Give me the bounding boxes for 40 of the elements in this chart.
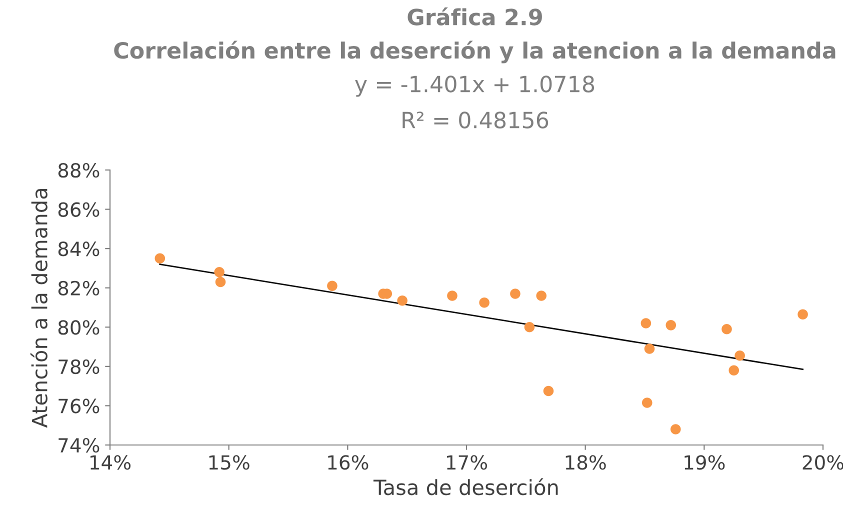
- point: [642, 398, 652, 408]
- x-tick-label: 18%: [566, 455, 606, 470]
- y-tick-label: 88%: [58, 162, 100, 178]
- point: [644, 344, 655, 354]
- point: [327, 280, 338, 292]
- point: [722, 324, 732, 334]
- point: [798, 309, 808, 320]
- point: [543, 386, 554, 396]
- x-tick-label: 14%: [90, 455, 131, 470]
- y-axis-title: Atención a la demanda: [30, 189, 48, 428]
- point: [154, 253, 166, 264]
- point: [510, 288, 520, 299]
- point: [214, 266, 224, 278]
- text: y = -1.401x + 1.0718: [355, 76, 594, 97]
- x-axis-title: Tasa de deserción: [373, 478, 558, 496]
- y-tick-label: 80%: [58, 320, 100, 335]
- point: [397, 295, 408, 306]
- y-tick-label: 74%: [58, 438, 100, 453]
- point: [479, 297, 490, 308]
- point: [447, 290, 458, 301]
- point: [728, 365, 740, 376]
- x-tick-label: 17%: [447, 455, 488, 470]
- x-tick-label: 15%: [209, 455, 250, 470]
- text: R² = 0.48156: [402, 112, 548, 128]
- y-tick-label: 82%: [58, 280, 100, 296]
- x-tick-label: 16%: [328, 455, 368, 470]
- chart-subtitle: Correlación entre la deserción y la atencion a la demanda: [114, 40, 836, 64]
- y-tick-label: 76%: [58, 398, 100, 414]
- point: [536, 290, 547, 301]
- point: [734, 350, 745, 361]
- x-tick-label: 19%: [684, 455, 725, 470]
- chart-title: Gráfica 2.9: [408, 7, 542, 26]
- point: [640, 318, 652, 328]
- y-tick-label: 84%: [58, 242, 100, 256]
- y-tick-label: 78%: [58, 359, 100, 374]
- y-tick-label: 86%: [58, 202, 100, 217]
- point: [670, 424, 681, 434]
- point: [524, 322, 535, 332]
- point: [666, 320, 676, 330]
- point: [215, 276, 226, 288]
